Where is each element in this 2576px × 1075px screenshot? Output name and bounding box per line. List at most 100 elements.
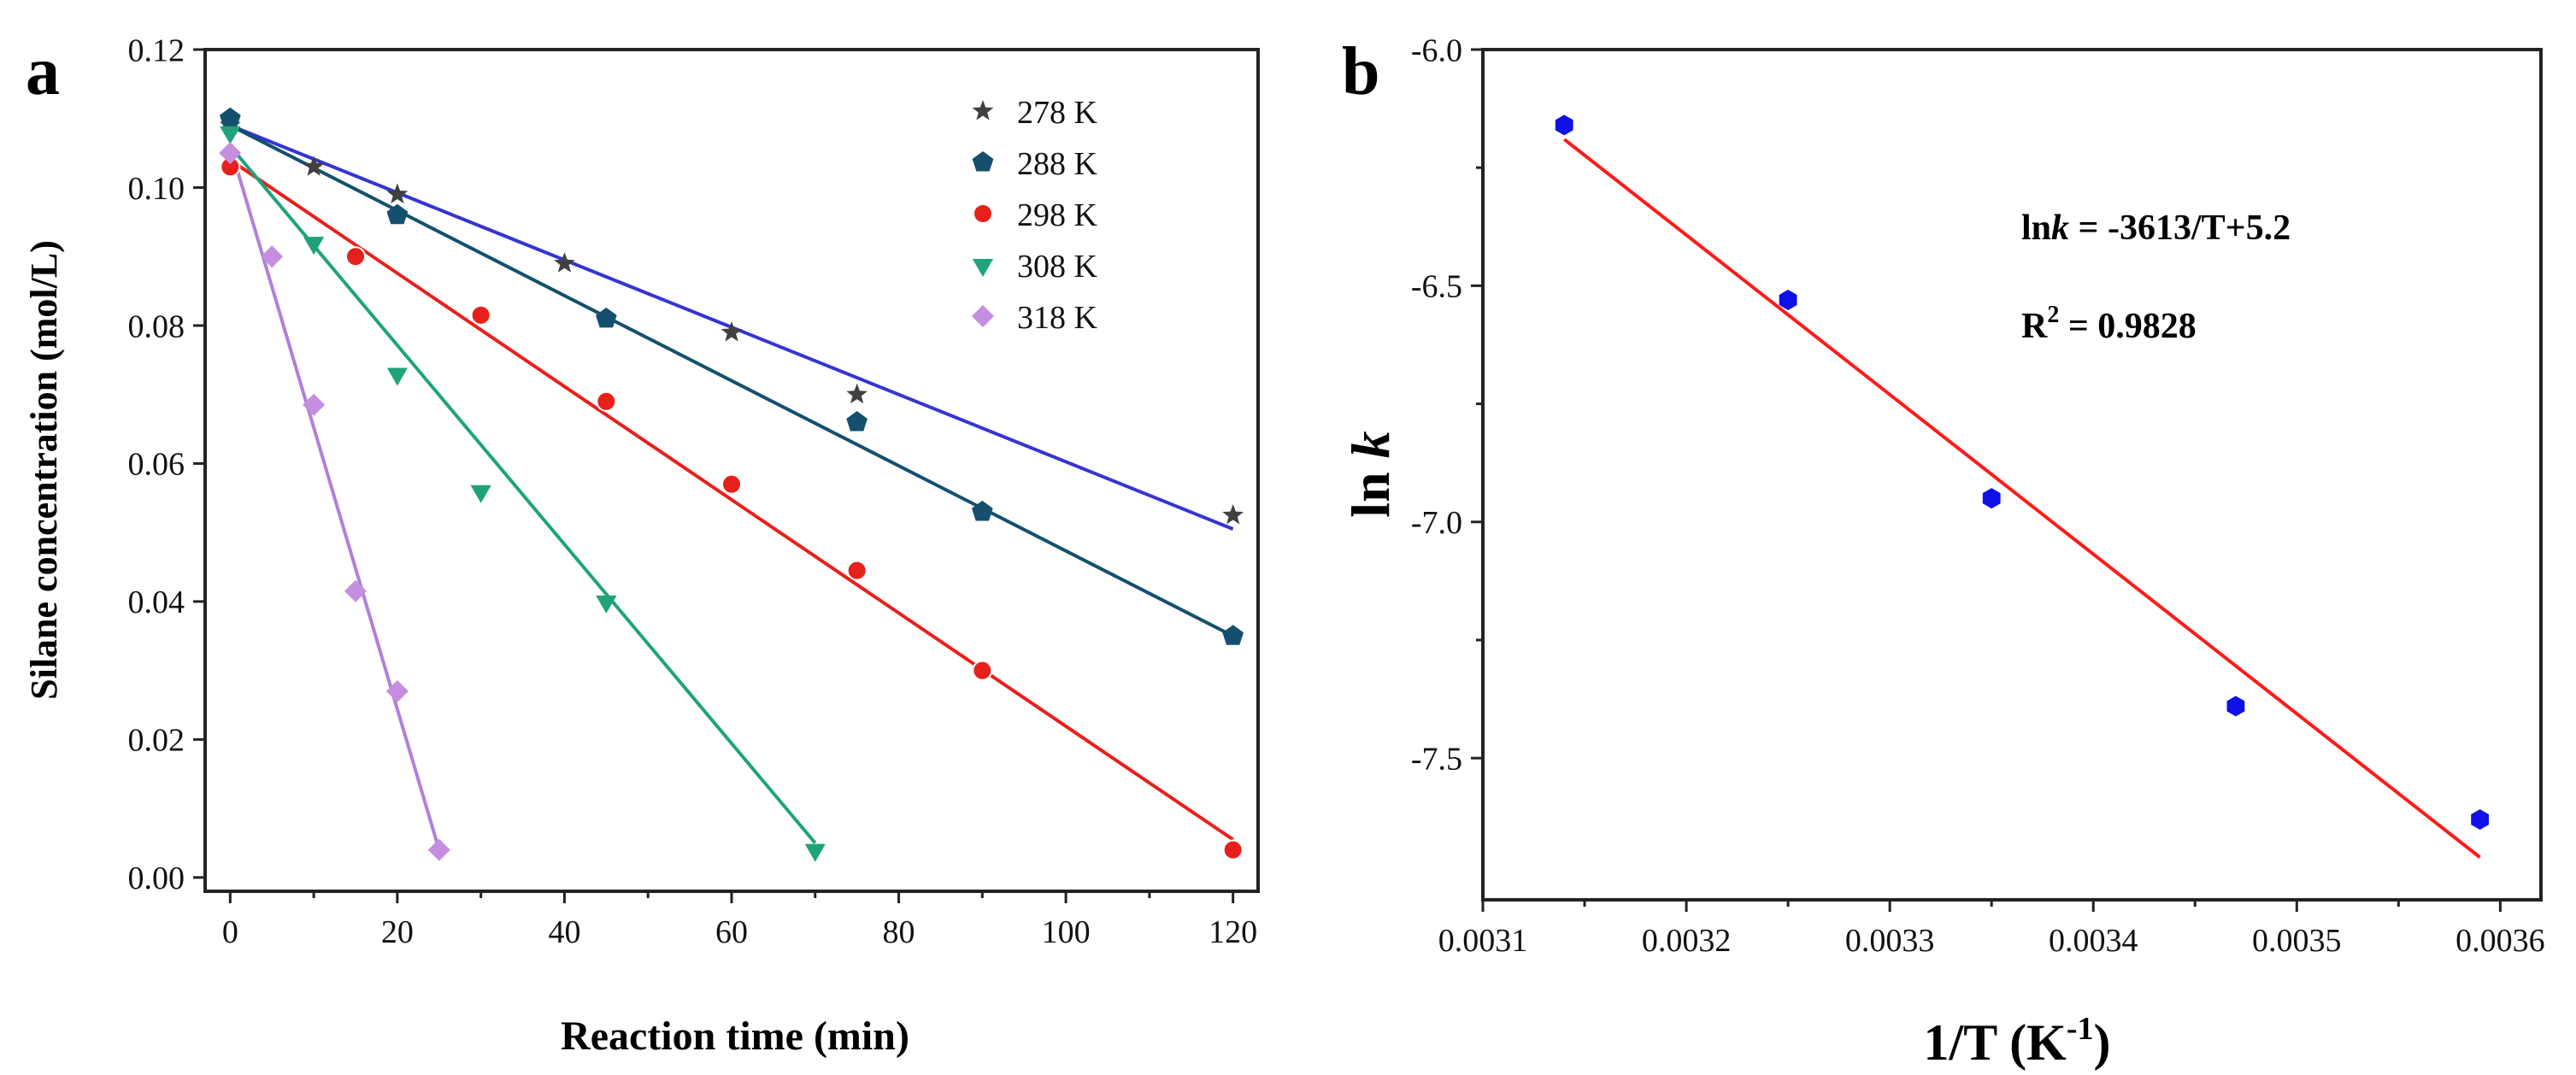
ylabel-ln: ln bbox=[1340, 458, 1401, 517]
a-x-tick-label: 120 bbox=[1209, 914, 1257, 950]
data-point-318-k bbox=[385, 679, 409, 702]
panel-b-fit-lines bbox=[1562, 138, 2481, 859]
data-point-308-k bbox=[470, 485, 491, 503]
b-x-tick-label: 0.0033 bbox=[1845, 923, 1935, 959]
equation-k: k bbox=[2051, 209, 2069, 248]
a-x-tick-label: 60 bbox=[715, 914, 748, 950]
data-point-278-k bbox=[303, 156, 325, 176]
data-point-298-k bbox=[972, 660, 993, 681]
a-y-tick-label: 0.06 bbox=[128, 447, 185, 483]
legend-label-278-k: 278 K bbox=[1017, 95, 1098, 131]
b-x-tick-label: 0.0034 bbox=[2049, 923, 2138, 959]
xlabel-close: ) bbox=[2093, 1014, 2110, 1071]
data-point-288-k bbox=[1222, 625, 1244, 645]
a-x-tick-label: 0 bbox=[222, 914, 238, 950]
data-point-278-k bbox=[720, 321, 743, 342]
a-x-tick-label: 100 bbox=[1042, 914, 1091, 950]
data-point-ln-k bbox=[1982, 488, 2001, 509]
a-y-tick-label: 0.08 bbox=[128, 308, 185, 344]
data-point-318-k bbox=[344, 579, 367, 602]
data-point-278-k bbox=[1222, 504, 1244, 525]
panel-b-data-points bbox=[1555, 115, 2489, 830]
panel-b: b 0.0031 0.0032 0.0033 0.0034 0.0035 0.0036 -7… bbox=[1340, 32, 2545, 1071]
data-point-318-k bbox=[219, 142, 242, 165]
a-y-tick-label: 0.10 bbox=[128, 171, 185, 207]
panel-a-y-axis-label: Silane concentration (mol/L) bbox=[23, 240, 65, 700]
data-point-298-k bbox=[470, 304, 491, 326]
fit-line-298-k bbox=[229, 158, 1234, 842]
b-y-tick-label: -7.0 bbox=[1411, 505, 1462, 541]
equation-rest: = -3613/T+5.2 bbox=[2069, 209, 2291, 248]
data-point-298-k bbox=[721, 473, 742, 495]
panel-b-plot-frame bbox=[1481, 48, 2543, 902]
legend-label-308-k: 308 K bbox=[1017, 249, 1098, 285]
data-point-308-k bbox=[386, 367, 408, 386]
r-squared-annotation: R2 = 0.9828 bbox=[2021, 302, 2197, 346]
a-y-tick-label: 0.02 bbox=[128, 723, 185, 759]
data-point-318-k bbox=[303, 393, 326, 416]
panel-a-legend: 278 K 288 K 298 K 308 K 318 K bbox=[972, 95, 1098, 336]
data-point-ln-k bbox=[2471, 809, 2489, 830]
data-point-318-k bbox=[427, 838, 450, 861]
data-point-ln-k bbox=[1555, 115, 1573, 136]
a-y-tick-label: 0.00 bbox=[128, 861, 185, 896]
panel-b-x-axis-label: 1/T (K-1) bbox=[1924, 1011, 2111, 1071]
data-point-308-k bbox=[596, 595, 617, 614]
r2-rest: = 0.9828 bbox=[2059, 307, 2196, 346]
panel-b-y-axis-label: ln k bbox=[1340, 431, 1401, 517]
panel-a-letter: a bbox=[26, 34, 60, 109]
a-y-tick-label: 0.04 bbox=[128, 584, 185, 620]
equation-annotation: lnk = -3613/T+5.2 bbox=[2021, 209, 2291, 248]
b-x-tick-label: 0.0031 bbox=[1438, 923, 1528, 959]
data-point-288-k bbox=[596, 307, 617, 328]
b-y-tick-label: -7.5 bbox=[1411, 741, 1462, 777]
ylabel-k: k bbox=[1340, 431, 1401, 458]
data-point-298-k bbox=[846, 560, 867, 581]
legend-label-318-k: 318 K bbox=[1017, 300, 1098, 336]
r2-base: R bbox=[2021, 307, 2048, 346]
b-y-tick-label: -6.0 bbox=[1411, 32, 1462, 68]
fit-line-ln-k bbox=[1562, 138, 2481, 859]
panel-a-data-points bbox=[219, 107, 1244, 862]
data-point-288-k bbox=[972, 500, 993, 521]
xlabel-base: 1/T (K bbox=[1924, 1014, 2067, 1071]
panel-b-ticks: 0.0031 0.0032 0.0033 0.0034 0.0035 0.0036 -7.5… bbox=[1411, 32, 2545, 959]
panel-a-x-axis-label: Reaction time (min) bbox=[561, 1013, 909, 1059]
data-point-288-k bbox=[220, 107, 241, 128]
data-point-318-k bbox=[261, 245, 284, 268]
b-x-tick-label: 0.0036 bbox=[2455, 923, 2545, 959]
data-point-288-k bbox=[846, 411, 867, 432]
data-point-308-k bbox=[220, 126, 241, 144]
legend-marker-288-k bbox=[972, 151, 994, 172]
legend-marker-318-k bbox=[972, 305, 994, 327]
data-point-298-k bbox=[1222, 839, 1244, 861]
panel-a: a 0 20 40 60 80 100 120 0.00 0.02 0.04 0.06 0.08 0.1… bbox=[23, 32, 1260, 1059]
fit-line-308-k bbox=[228, 144, 817, 844]
data-point-298-k bbox=[596, 391, 617, 412]
legend-label-298-k: 298 K bbox=[1017, 197, 1098, 233]
panel-a-plot-frame bbox=[203, 48, 1260, 893]
data-point-278-k bbox=[554, 252, 575, 273]
legend-marker-298-k bbox=[973, 203, 993, 224]
b-x-tick-label: 0.0035 bbox=[2252, 923, 2342, 959]
fit-line-318-k bbox=[228, 145, 441, 851]
data-point-298-k bbox=[345, 246, 366, 267]
legend-label-288-k: 288 K bbox=[1017, 146, 1098, 182]
a-x-tick-label: 80 bbox=[883, 914, 915, 950]
b-x-tick-label: 0.0032 bbox=[1642, 923, 1732, 959]
panel-a-ticks: 0 20 40 60 80 100 120 0.00 0.02 0.04 0.06 0.08 0.10 0… bbox=[128, 32, 1258, 950]
a-x-tick-label: 40 bbox=[548, 914, 580, 950]
b-y-tick-label: -6.5 bbox=[1411, 269, 1462, 305]
data-point-308-k bbox=[303, 237, 325, 256]
a-x-tick-label: 20 bbox=[381, 914, 414, 950]
legend-marker-308-k bbox=[972, 259, 994, 277]
equation-ln: ln bbox=[2021, 209, 2051, 248]
panel-b-letter: b bbox=[1342, 34, 1380, 109]
r2-exponent: 2 bbox=[2047, 302, 2059, 328]
a-y-tick-label: 0.12 bbox=[128, 32, 185, 68]
data-point-ln-k bbox=[2226, 696, 2245, 717]
data-point-278-k bbox=[846, 383, 867, 404]
legend-marker-278-k bbox=[972, 100, 994, 120]
data-point-278-k bbox=[386, 183, 409, 204]
